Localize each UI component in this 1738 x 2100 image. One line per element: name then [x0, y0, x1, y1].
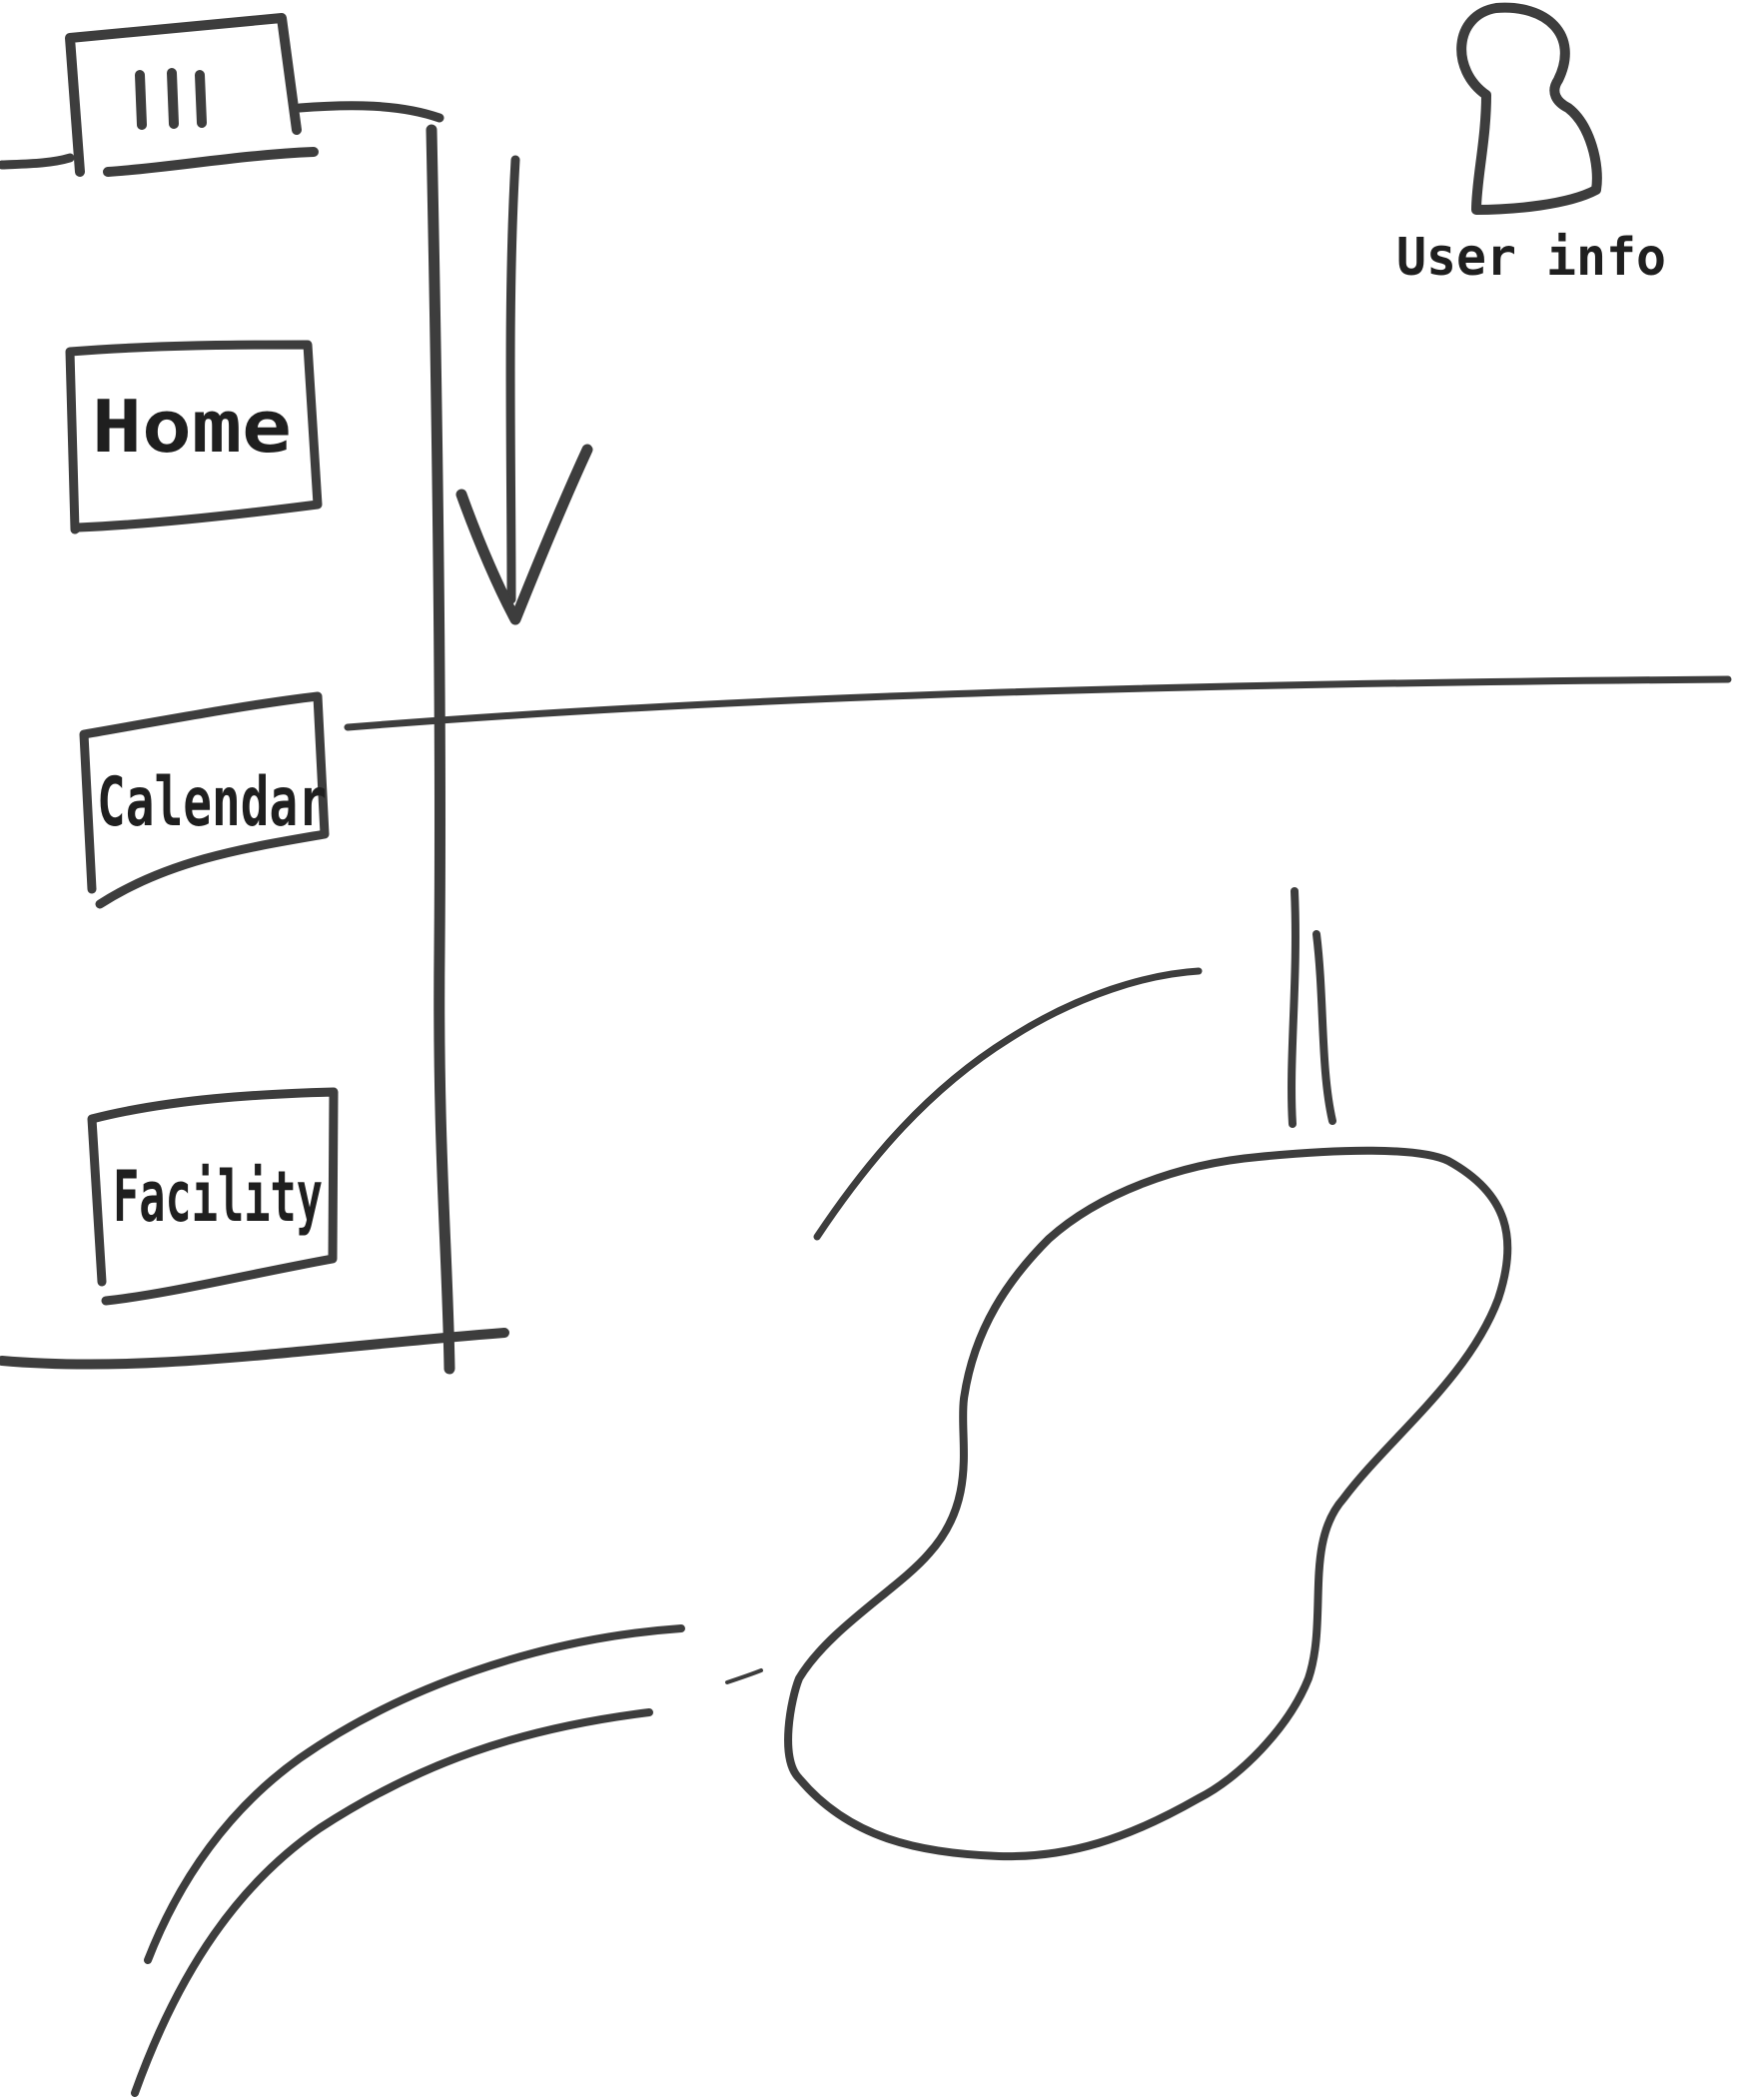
- menu-tab-underline: [103, 147, 319, 177]
- scroll-down-arrow-icon: [455, 155, 593, 625]
- sidebar-item-label: Calendar: [97, 763, 327, 842]
- sidebar-item-facility[interactable]: Facility: [87, 1087, 339, 1306]
- sidebar-item-label: Facility: [113, 1156, 323, 1238]
- sidebar-item-home-box: [65, 340, 323, 534]
- user-avatar-icon: [1456, 2, 1602, 215]
- user-info[interactable]: User info: [1396, 2, 1666, 288]
- arc-top: [813, 967, 1203, 1241]
- blob-shape: [784, 1146, 1512, 1861]
- pointer-arrow-line-b: [1312, 930, 1336, 1125]
- sidebar-divider: [426, 124, 455, 1375]
- header-baseline-right: [295, 101, 444, 123]
- pointer-arrow-line-a: [1288, 887, 1300, 1128]
- user-info-label: User info: [1396, 228, 1666, 288]
- sidebar-item-calendar-box: [79, 691, 330, 909]
- sidebar-item-facility-box: [87, 1087, 339, 1306]
- header-baseline-left: [0, 153, 75, 170]
- content-divider: [344, 675, 1732, 731]
- sidebar-bottom-edge: [0, 1328, 509, 1370]
- menu-tab-outline: [65, 13, 302, 177]
- sidebar-item-home[interactable]: Home: [65, 340, 323, 534]
- menu-button[interactable]: III: [65, 13, 319, 177]
- sidebar-item-label: Home: [92, 385, 292, 469]
- sidebar-item-calendar[interactable]: Calendar: [79, 691, 330, 909]
- arc-outer: [144, 1624, 685, 1964]
- arc-inner: [131, 1708, 653, 2097]
- hamburger-icon: [135, 68, 207, 130]
- content-sketch-illustration: [131, 887, 1512, 2097]
- small-dash: [725, 1668, 763, 1684]
